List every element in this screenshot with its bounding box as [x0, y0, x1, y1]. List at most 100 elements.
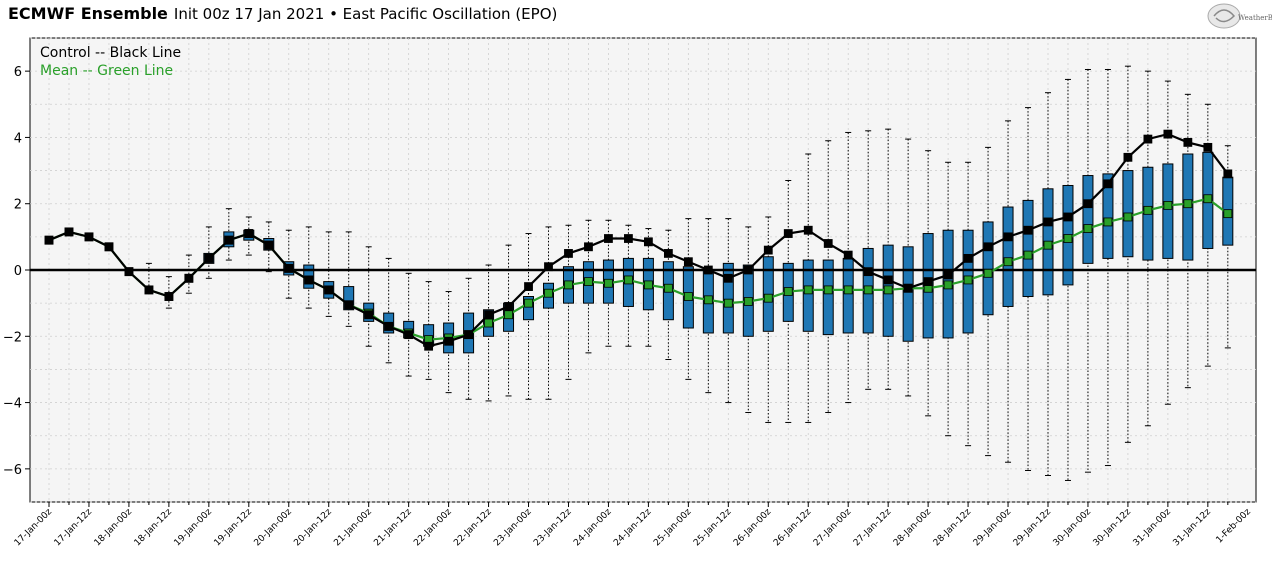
control-point [943, 270, 953, 280]
iqr-box [822, 259, 834, 336]
x-tick-label: 30-Jan-00z [1052, 507, 1094, 549]
x-tick-label: 26-Jan-00z [732, 507, 774, 549]
control-point [963, 253, 973, 263]
control-point [464, 330, 473, 340]
control-point [743, 265, 753, 275]
iqr-box [902, 246, 914, 342]
control-point [584, 242, 593, 252]
x-tick-label: 29-Jan-00z [972, 507, 1014, 549]
x-tick-label: 19-Jan-12z [213, 507, 255, 549]
mean-point [1183, 199, 1193, 209]
iqr-box [982, 221, 994, 316]
x-tick-label: 31-Jan-12z [1172, 507, 1214, 549]
control-point [624, 234, 633, 243]
control-point [404, 330, 414, 340]
x-tick-label: 31-Jan-00z [1132, 507, 1174, 549]
iqr-box [523, 296, 535, 321]
mean-point [1123, 212, 1133, 222]
mean-point [723, 298, 733, 308]
control-point [544, 262, 553, 272]
x-tick-label: 21-Jan-12z [372, 507, 414, 549]
mean-point [1203, 194, 1213, 204]
x-tick-label: 20-Jan-00z [253, 507, 295, 549]
mean-point [743, 297, 753, 306]
x-tick-label: 30-Jan-12z [1092, 507, 1134, 549]
mean-point [624, 275, 633, 285]
control-point [244, 229, 254, 238]
iqr-box [1022, 199, 1034, 298]
iqr-box [1082, 175, 1094, 264]
control-point [504, 302, 513, 311]
mean-point [484, 318, 493, 328]
mean-point [783, 287, 793, 296]
x-tick-label: 21-Jan-00z [332, 507, 374, 549]
iqr-box [343, 286, 355, 311]
control-point [863, 267, 873, 277]
x-tick-label: 28-Jan-00z [892, 507, 934, 549]
legend-mean: Mean -- Green Line [40, 63, 173, 79]
mean-point [1223, 209, 1233, 219]
control-point [1043, 217, 1053, 227]
x-tick-label: 24-Jan-12z [612, 507, 654, 549]
x-tick-label: 17-Jan-12z [53, 507, 95, 549]
control-point [284, 263, 294, 273]
y-tick-label: 6 [14, 65, 22, 80]
control-point [1203, 142, 1213, 152]
control-point [644, 237, 653, 247]
y-tick-label: −2 [3, 330, 22, 345]
mean-point [604, 278, 613, 288]
x-tick-label: 26-Jan-12z [772, 507, 814, 549]
mean-point [983, 268, 993, 278]
x-tick-label: 1-Feb-00z [1214, 507, 1253, 546]
legend-control: Control -- Black Line [40, 45, 181, 61]
control-point [64, 227, 74, 237]
control-point [104, 242, 114, 252]
control-point [1163, 129, 1173, 139]
control-point [1023, 225, 1033, 235]
iqr-box [722, 262, 734, 334]
y-axis: −6 −4 −2 0 2 4 6 [3, 65, 30, 478]
mean-point [1023, 250, 1033, 260]
control-point [1143, 134, 1153, 144]
mean-point [863, 285, 873, 295]
control-series [44, 129, 1233, 351]
iqr-box [802, 259, 814, 332]
mean-point [663, 283, 673, 293]
control-point [683, 257, 693, 267]
mean-point [504, 310, 513, 320]
control-point [84, 232, 94, 242]
x-tick-label: 22-Jan-12z [452, 507, 494, 549]
mean-point [644, 280, 653, 290]
control-point [783, 229, 793, 238]
control-point [224, 235, 234, 245]
control-point [1063, 212, 1073, 222]
control-point [204, 253, 214, 263]
title-model: ECMWF Ensemble [8, 4, 168, 23]
iqr-box [1102, 173, 1114, 259]
control-point [843, 250, 853, 260]
mean-point [683, 292, 693, 301]
control-point [44, 235, 54, 245]
y-tick-label: −6 [3, 463, 22, 478]
control-point [184, 273, 194, 283]
x-tick-label: 19-Jan-00z [173, 507, 215, 549]
control-point [144, 285, 154, 295]
control-point [983, 242, 993, 252]
control-point [604, 234, 613, 243]
control-point [484, 310, 493, 320]
control-point [444, 336, 454, 346]
x-tick-label: 17-Jan-00z [13, 507, 55, 549]
mean-point [803, 285, 813, 295]
control-point [344, 300, 354, 310]
control-point [1003, 232, 1013, 242]
control-point [763, 245, 773, 255]
weatherbell-logo: WeatherBELL [1207, 3, 1272, 29]
control-point [124, 267, 134, 277]
mean-point [584, 277, 593, 287]
control-point [1103, 179, 1113, 189]
x-tick-label: 24-Jan-00z [572, 507, 614, 549]
control-point [883, 275, 893, 285]
control-point [803, 225, 813, 235]
x-tick-label: 25-Jan-00z [652, 507, 694, 549]
